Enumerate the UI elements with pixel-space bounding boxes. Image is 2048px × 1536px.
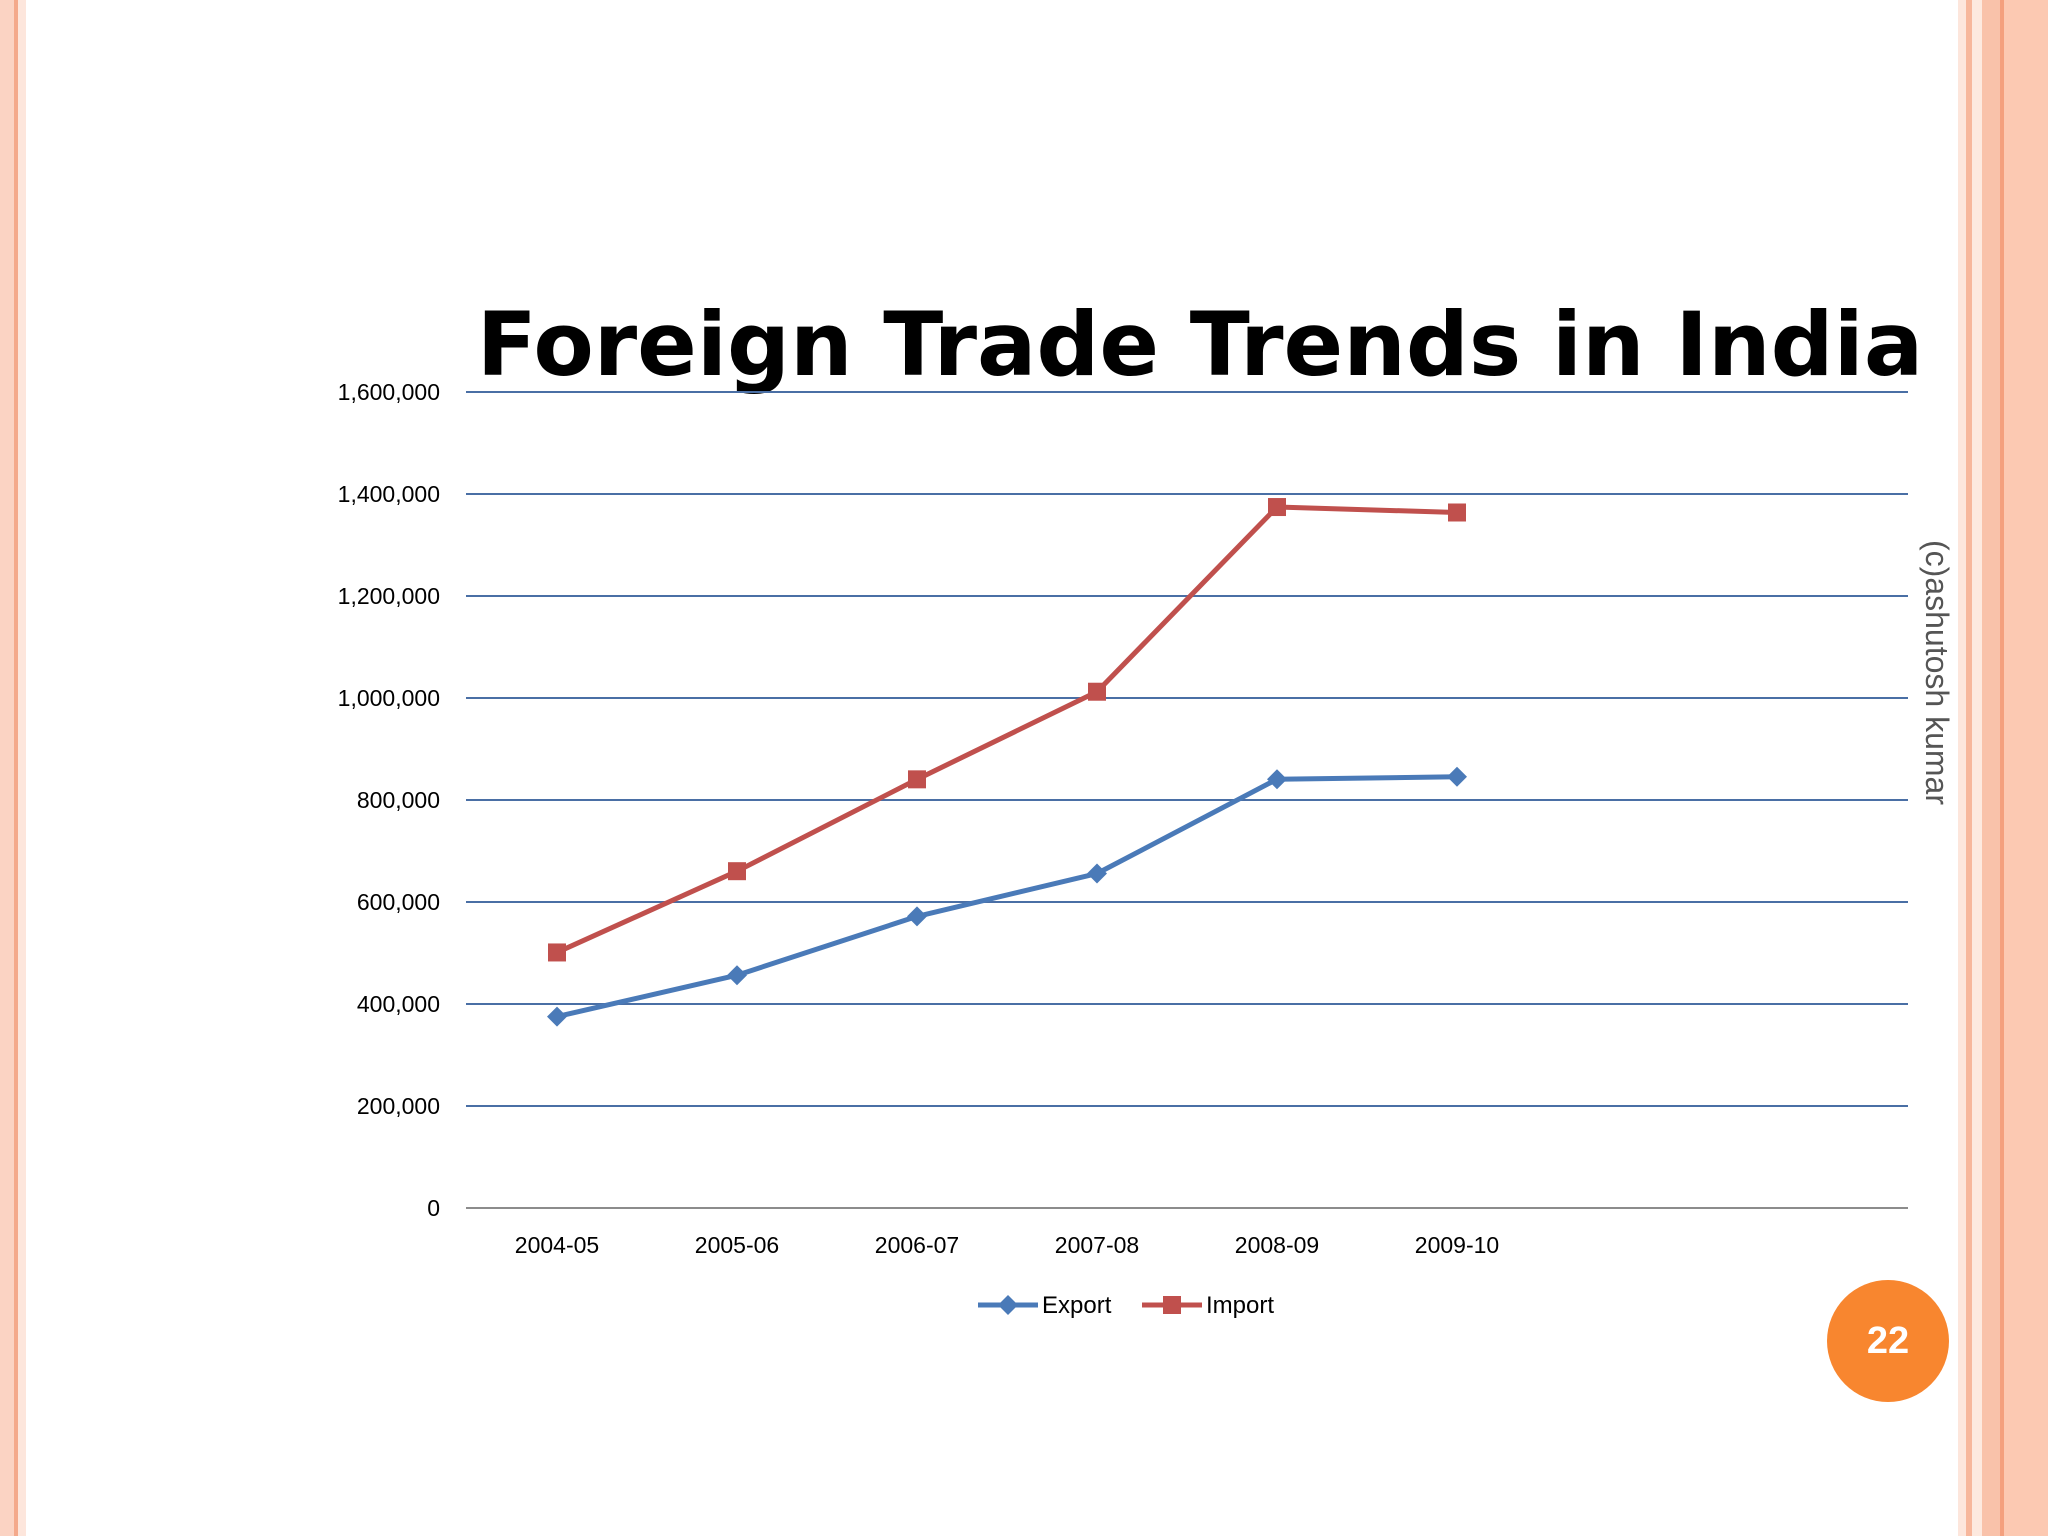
- legend-label: Import: [1206, 1292, 1274, 1319]
- export-point: [1087, 863, 1107, 884]
- import-point: [1268, 498, 1286, 517]
- export-line: [556, 774, 1458, 1020]
- y-tick-label: 1,400,000: [338, 481, 440, 507]
- export-point: [1447, 766, 1467, 787]
- x-tick-label: 2009-10: [1415, 1232, 1499, 1258]
- y-tick-label: 1,200,000: [338, 583, 440, 609]
- legend-item-import: Import: [1142, 1292, 1274, 1319]
- page-number-badge: 22: [1827, 1280, 1949, 1402]
- import-line: [555, 504, 1458, 955]
- slide-border-left-line: [14, 0, 18, 1536]
- legend-marker: [998, 1295, 1018, 1315]
- import-series: [548, 498, 1466, 962]
- import-point: [908, 770, 926, 789]
- x-tick-label: 2006-07: [875, 1232, 959, 1258]
- export-point: [907, 906, 927, 927]
- slide-border-left-outer: [0, 0, 14, 1536]
- slide-border-right-line: [1966, 0, 1972, 1536]
- import-point: [548, 943, 566, 962]
- x-tick-label: 2004-05: [515, 1232, 599, 1258]
- import-point: [1088, 682, 1106, 701]
- y-axis-ticks: 0 200,000 400,000 600,000 800,000 1,000,000 1,…: [338, 379, 440, 1221]
- x-axis-ticks: 2004-05 2005-06 2006-07 2007-08 2008-09 2009-…: [515, 1232, 1499, 1258]
- import-point: [1448, 503, 1466, 522]
- export-point: [727, 965, 747, 986]
- export-point: [547, 1006, 567, 1027]
- chart-title: Foreign Trade Trends in India: [477, 293, 1923, 396]
- slide-border-right-band: [1982, 0, 2000, 1536]
- legend-label: Export: [1042, 1292, 1112, 1319]
- slide-border-right-gap: [1972, 0, 1982, 1536]
- series-group: [547, 498, 1467, 1027]
- slide-border-left-inner: [18, 0, 26, 1536]
- x-tick-label: 2007-08: [1055, 1232, 1139, 1258]
- legend-marker: [1163, 1296, 1181, 1314]
- x-tick-label: 2008-09: [1235, 1232, 1319, 1258]
- gridlines: [466, 391, 1908, 1209]
- x-tick-label: 2005-06: [695, 1232, 779, 1258]
- y-tick-label: 200,000: [357, 1093, 440, 1119]
- legend: Export Import: [978, 1292, 1274, 1319]
- y-tick-label: 600,000: [357, 889, 440, 915]
- export-series: [547, 766, 1467, 1027]
- y-tick-label: 1,600,000: [338, 379, 440, 405]
- watermark-text: (c)ashutosh kumar: [1919, 540, 1955, 805]
- export-point: [1267, 769, 1287, 790]
- y-tick-label: 800,000: [357, 787, 440, 813]
- y-tick-label: 400,000: [357, 991, 440, 1017]
- slide-border-right-inner: [1958, 0, 1966, 1536]
- legend-item-export: Export: [978, 1292, 1112, 1319]
- slide-border-right-line2: [2000, 0, 2004, 1536]
- import-point: [728, 862, 746, 881]
- y-tick-label: 0: [427, 1195, 440, 1221]
- y-tick-label: 1,000,000: [338, 685, 440, 711]
- slide-border-right-outer: [2004, 0, 2048, 1536]
